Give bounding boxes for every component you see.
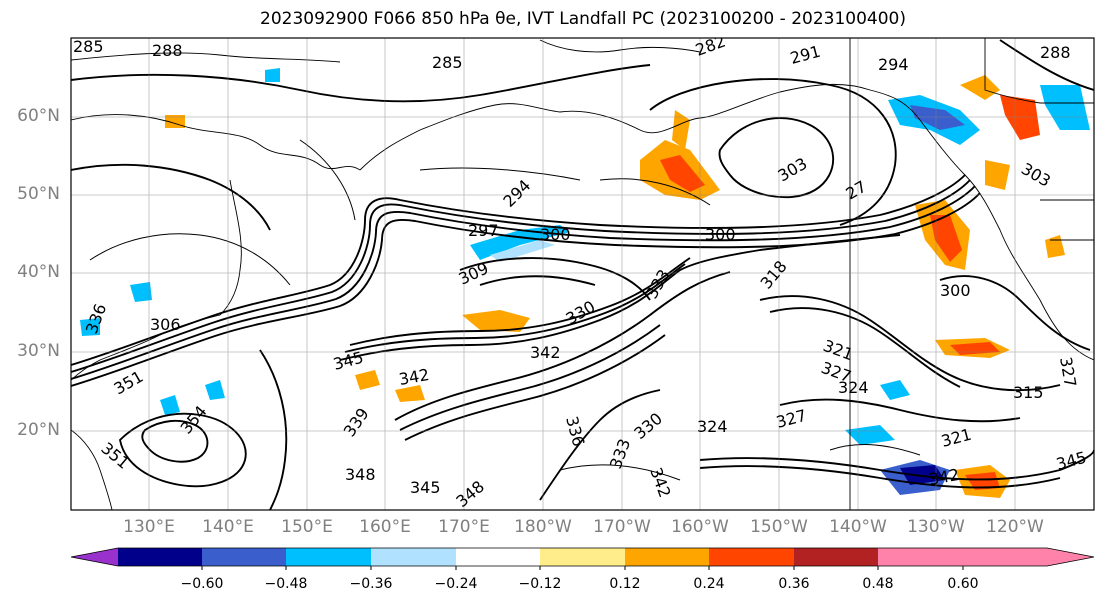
lon-label: 170°W	[593, 517, 651, 537]
lon-label: 160°W	[671, 517, 729, 537]
contour-label: 300	[540, 225, 571, 244]
lon-label: 160°E	[359, 517, 411, 537]
colorbar-tick-label: −0.12	[518, 576, 562, 592]
colorbar-extend-max	[963, 548, 1094, 566]
contour-label: 324	[838, 378, 869, 397]
lon-label: 150°W	[750, 517, 808, 537]
lat-label: 50°N	[17, 184, 60, 204]
contour-label: 285	[73, 37, 104, 56]
map-content: 285 288 285 282 291 294 288 303 294 297 …	[71, 37, 1094, 510]
colorbar-extend-min	[71, 548, 118, 566]
contour-label: 285	[432, 53, 463, 72]
contour-label: 300	[705, 225, 736, 244]
contour-label: 297	[468, 221, 499, 240]
graticule	[71, 38, 1094, 510]
colorbar-swatch	[794, 548, 878, 566]
colorbar-swatch	[625, 548, 709, 566]
lat-label: 60°N	[17, 106, 60, 126]
colorbar-tick-label: −0.36	[349, 576, 393, 592]
lon-label: 130°W	[907, 517, 965, 537]
colorbar-swatch	[709, 548, 794, 566]
colorbar-swatch	[878, 548, 963, 566]
contour-label: 324	[697, 417, 728, 436]
contour-label: 315	[1013, 383, 1044, 402]
theta-e-contours	[71, 39, 1094, 510]
lon-label: 180°W	[514, 517, 572, 537]
lon-label: 150°E	[281, 517, 333, 537]
colorbar-swatch	[371, 548, 456, 566]
theta-e-thin-contours	[89, 139, 921, 481]
colorbar-tick-label: 0.60	[947, 576, 979, 592]
colorbar	[70, 547, 1095, 570]
colorbar-swatch	[202, 548, 286, 566]
colorbar-swatch	[456, 548, 540, 566]
contour-label: 348	[345, 465, 376, 484]
lon-label: 120°W	[986, 517, 1044, 537]
contour-label: 288	[152, 41, 183, 60]
colorbar-tick-label: 0.12	[609, 576, 641, 592]
colorbar-outline	[70, 547, 1095, 567]
map-title: 2023092900 F066 850 hPa θe, IVT Landfall…	[260, 9, 906, 29]
anomaly-fill-patches	[80, 68, 1090, 498]
contour-label: 345	[410, 478, 441, 497]
colorbar-swatch	[286, 548, 371, 566]
contour-label: 342	[530, 343, 561, 362]
colorbar-tick-label: −0.60	[180, 576, 224, 592]
contour-label: 294	[878, 55, 909, 74]
colorbar-ticks	[201, 566, 964, 570]
colorbar-tick-label: 0.48	[862, 576, 894, 592]
colorbar-tick-label: 0.24	[693, 576, 725, 592]
lat-label: 30°N	[17, 341, 60, 361]
contour-label: 306	[150, 315, 181, 334]
colorbar-tick-label: −0.48	[264, 576, 308, 592]
lat-label: 40°N	[17, 262, 60, 282]
colorbar-swatch	[540, 548, 625, 566]
lon-label: 140°E	[202, 517, 254, 537]
lon-label: 140°W	[829, 517, 887, 537]
contour-label: 288	[1040, 43, 1071, 62]
colorbar-swatch	[118, 548, 202, 566]
colorbar-tick-label: 0.36	[778, 576, 810, 592]
lon-label: 130°E	[123, 517, 175, 537]
lon-label: 170°E	[438, 517, 490, 537]
lat-label: 20°N	[17, 420, 60, 440]
contour-label: 300	[940, 281, 971, 300]
colorbar-tick-label: −0.24	[434, 576, 478, 592]
plot-frame	[70, 37, 1095, 511]
